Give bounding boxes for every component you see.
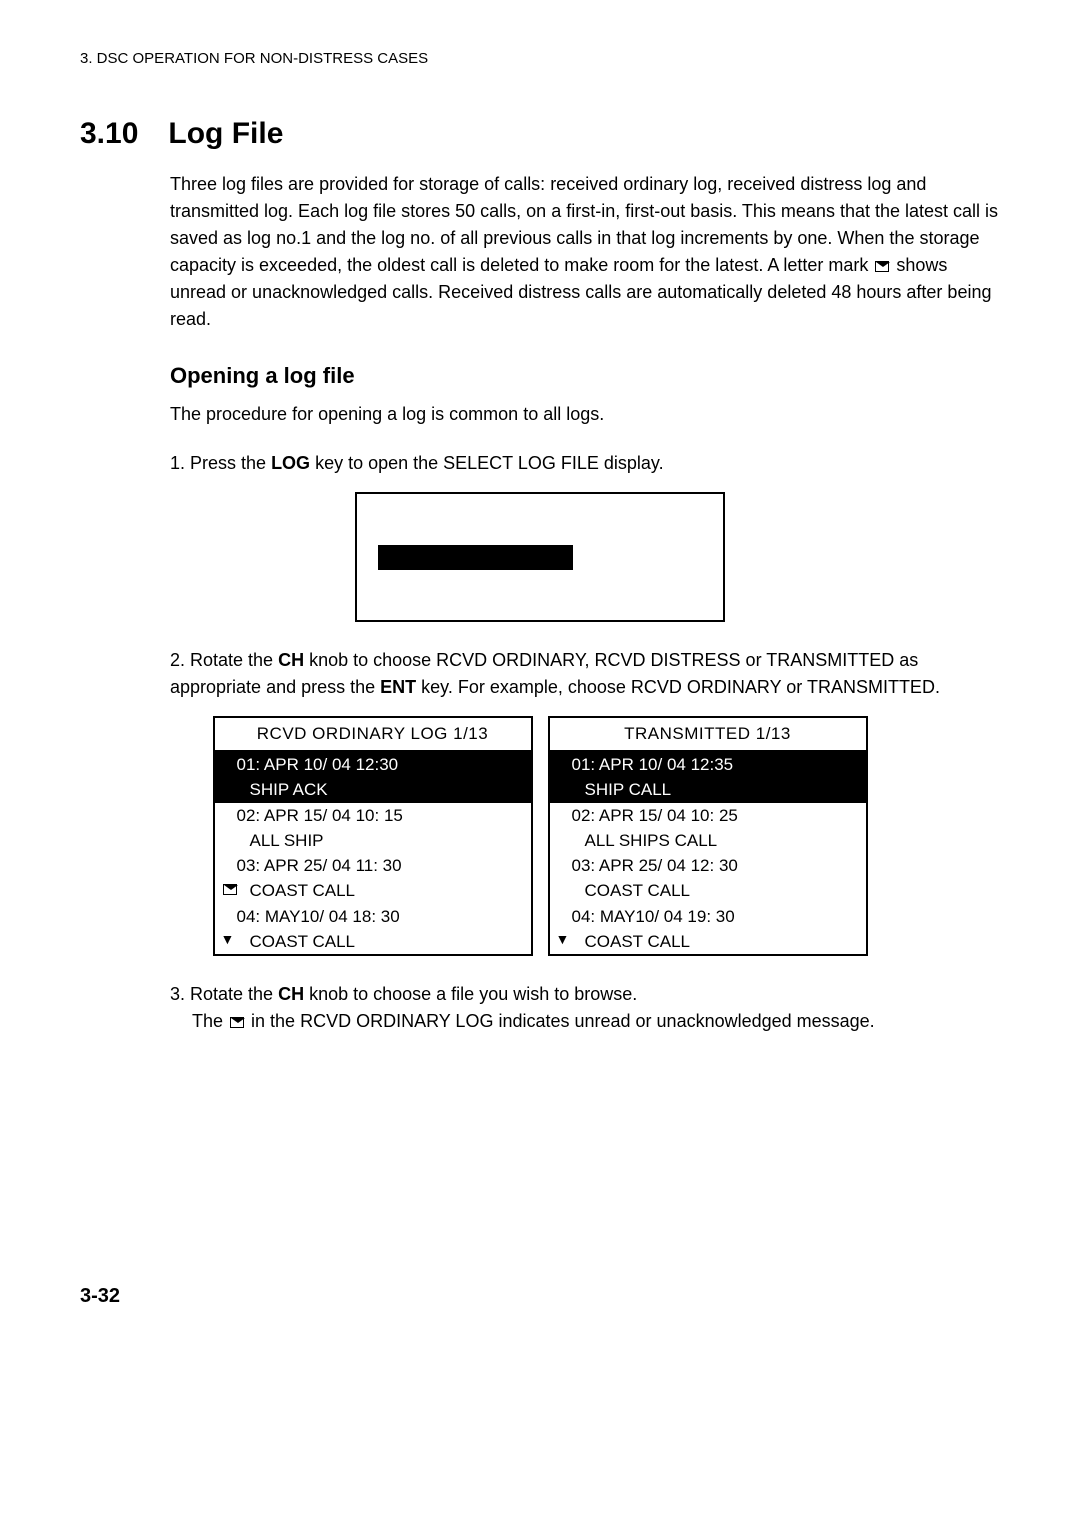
rcvd-entry-3-line2: COAST CALL [237, 881, 356, 900]
selected-item-bar [378, 545, 573, 570]
step-2-a: 2. Rotate the [170, 650, 278, 670]
step-1-a: 1. Press the [170, 453, 271, 473]
step-3-note-a: The [192, 1011, 228, 1031]
step-2-e: key. For example, choose RCVD ORDINARY o… [416, 677, 940, 697]
rcvd-display-body: 01: APR 10/ 04 12:30 SHIP ACK 02: APR 15… [215, 752, 531, 954]
transmitted-display: TRANSMITTED 1/13 01: APR 10/ 04 12:35 SH… [548, 716, 868, 956]
section-title-text: Log File [168, 117, 283, 150]
tx-entry-4-line2: COAST CALL [572, 932, 691, 951]
step-3-c: knob to choose a file you wish to browse… [304, 984, 637, 1004]
tx-entry-4-line1: 04: MAY10/ 04 19: 30 [550, 904, 866, 929]
rcvd-display-title: RCVD ORDINARY LOG 1/13 [215, 718, 531, 752]
tx-entry-1-line2: SHIP CALL [550, 777, 866, 802]
step-3-note-b: in the RCVD ORDINARY LOG indicates unrea… [246, 1011, 875, 1031]
rcvd-entry-3-line1: 03: APR 25/ 04 11: 30 [215, 853, 531, 878]
subsection-intro: The procedure for opening a log is commo… [170, 404, 1000, 425]
subsection-title: Opening a log file [170, 363, 1000, 389]
select-log-file-display [355, 492, 725, 622]
step-2: 2. Rotate the CH knob to choose RCVD ORD… [170, 647, 1000, 701]
rcvd-entry-2-line1: 02: APR 15/ 04 10: 15 [215, 803, 531, 828]
tx-entry-2-line1: 02: APR 15/ 04 10: 25 [550, 803, 866, 828]
step-3-key: CH [278, 984, 304, 1004]
mail-icon [875, 261, 889, 272]
rcvd-entry-4-line2: COAST CALL [237, 932, 356, 951]
down-arrow-icon: ▼ [221, 931, 235, 949]
tx-display-body: 01: APR 10/ 04 12:35 SHIP CALL 02: APR 1… [550, 752, 866, 954]
tx-entry-4-row: ▼ COAST CALL [550, 929, 866, 954]
rcvd-entry-4-line1: 04: MAY10/ 04 18: 30 [215, 904, 531, 929]
page-number: 3-32 [80, 1285, 1000, 1308]
step-3-a: 3. Rotate the [170, 984, 278, 1004]
down-arrow-icon-2: ▼ [556, 931, 570, 949]
tx-entry-3-line2: COAST CALL [550, 878, 866, 903]
unread-mark-icon [221, 880, 239, 898]
rcvd-ordinary-display: RCVD ORDINARY LOG 1/13 01: APR 10/ 04 12… [213, 716, 533, 956]
rcvd-entry-1-line1: 01: APR 10/ 04 12:30 [215, 752, 531, 777]
step-2-key1: CH [278, 650, 304, 670]
step-1-key: LOG [271, 453, 310, 473]
tx-display-title: TRANSMITTED 1/13 [550, 718, 866, 752]
step-3-note: The in the RCVD ORDINARY LOG indicates u… [192, 1011, 875, 1031]
body-text-a: Three log files are provided for storage… [170, 174, 998, 275]
dual-display-container: RCVD ORDINARY LOG 1/13 01: APR 10/ 04 12… [80, 716, 1000, 956]
rcvd-entry-2-line2: ALL SHIP [215, 828, 531, 853]
tx-entry-1-line1: 01: APR 10/ 04 12:35 [550, 752, 866, 777]
rcvd-entry-3-row: COAST CALL [215, 878, 531, 903]
section-number: 3.10 [80, 117, 138, 150]
step-2-key2: ENT [380, 677, 416, 697]
rcvd-entry-4-row: ▼ COAST CALL [215, 929, 531, 954]
section-body: Three log files are provided for storage… [170, 171, 1000, 333]
step-3: 3. Rotate the CH knob to choose a file y… [170, 981, 1000, 1035]
section-title: 3.10 Log File [80, 117, 1000, 151]
tx-entry-2-line2: ALL SHIPS CALL [550, 828, 866, 853]
mail-icon-inline [223, 884, 237, 895]
rcvd-entry-1-line2: SHIP ACK [215, 777, 531, 802]
step-1-c: key to open the SELECT LOG FILE display. [310, 453, 664, 473]
mail-icon-2 [230, 1017, 244, 1028]
step-1: 1. Press the LOG key to open the SELECT … [170, 450, 1000, 477]
tx-entry-3-line1: 03: APR 25/ 04 12: 30 [550, 853, 866, 878]
page-header: 3. DSC OPERATION FOR NON-DISTRESS CASES [80, 50, 1000, 67]
